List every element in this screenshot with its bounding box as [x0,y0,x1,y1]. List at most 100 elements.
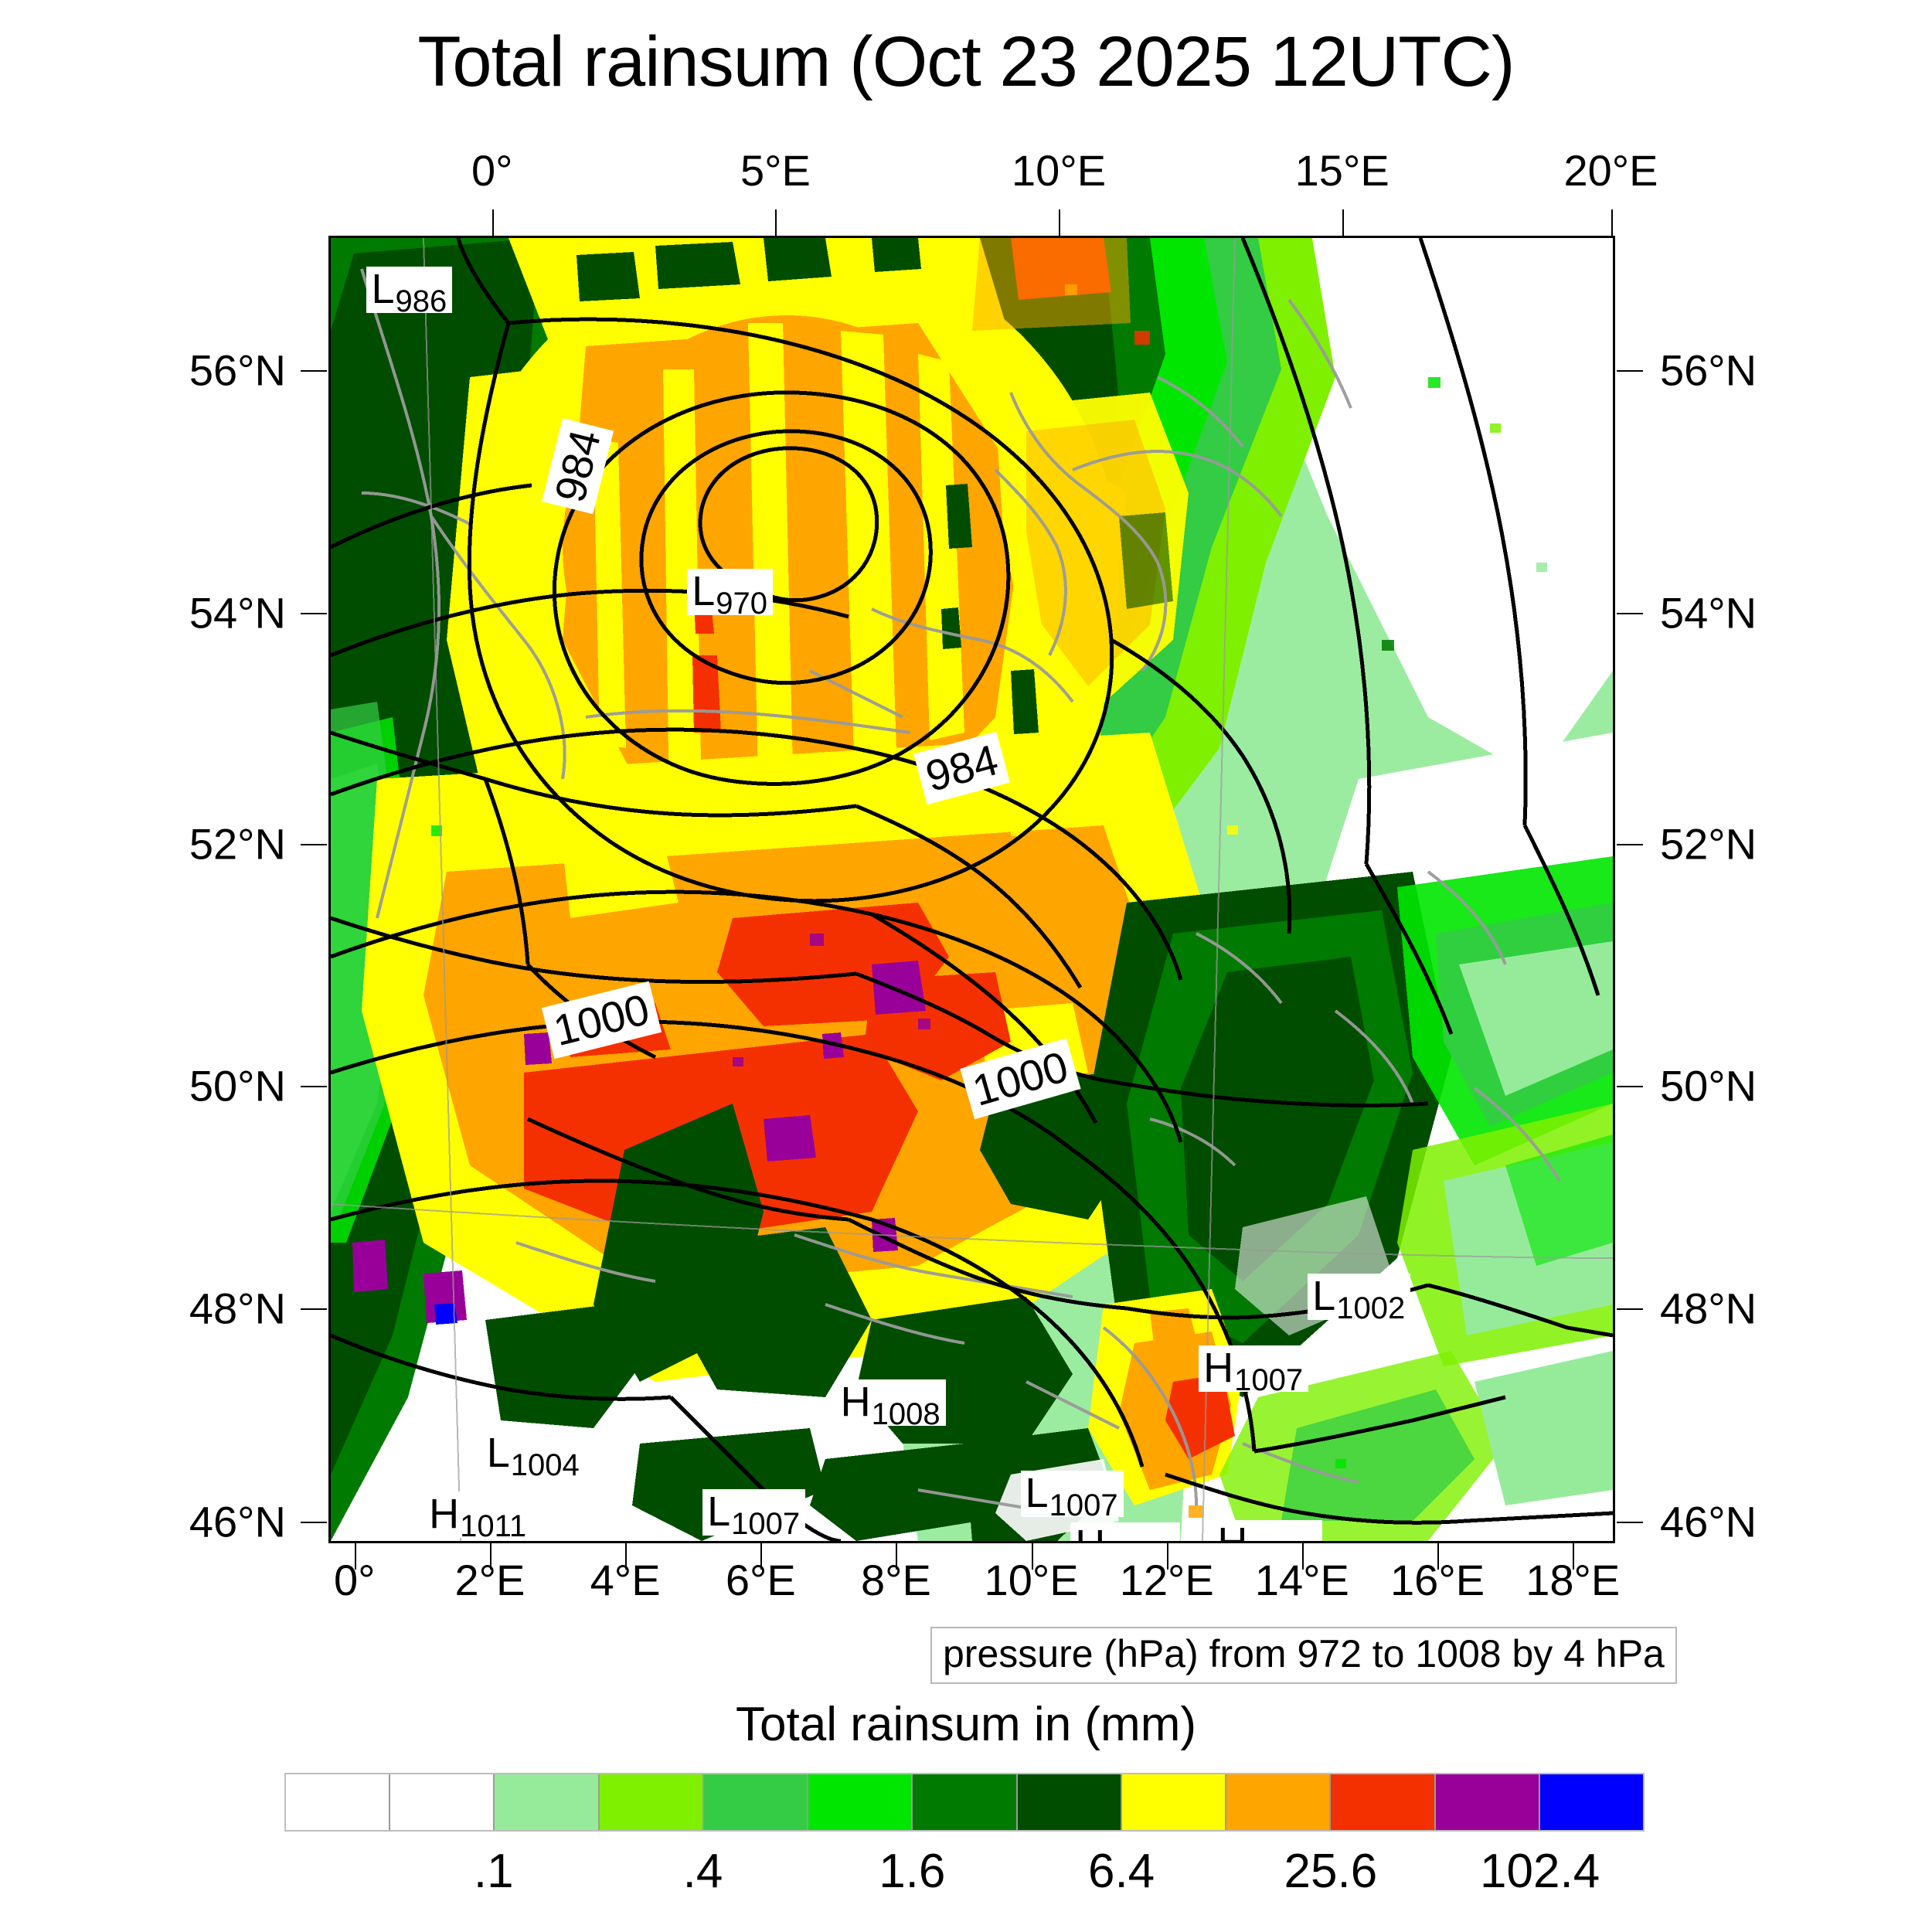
pressure-type-letter: H [1075,1522,1105,1541]
lon-tick-bottom-7 [1301,1543,1304,1570]
lat-tick-left-3 [301,1086,327,1088]
colorbar-tick-label-3: 6.4 [1087,1845,1155,1898]
lon-tick-bottom-8 [1437,1543,1440,1570]
colorbar-cell-3[interactable] [597,1774,702,1830]
lon-tick-bottom-3 [760,1543,763,1570]
colorbar-tick-label-5: 102.4 [1480,1845,1600,1898]
pressure-value: 1009 [1106,1540,1175,1541]
pressure-type-letter: H [840,1378,871,1425]
high-pressure-label-1007-3: H1007 [1199,1345,1309,1396]
lat-tick-label-right-5: 46°N [1660,1497,1757,1546]
lon-tick-label-top-3: 15°E [1294,146,1389,195]
lon-tick-bottom-0 [354,1543,356,1570]
lat-tick-right-3 [1617,1086,1643,1088]
lat-tick-left-4 [301,1308,327,1310]
pressure-value: 1007 [731,1506,801,1541]
lat-tick-right-5 [1617,1522,1643,1524]
lon-tick-bottom-9 [1573,1543,1575,1570]
colorbar-cell-11[interactable] [1434,1774,1539,1830]
lon-tick-bottom-2 [625,1543,628,1570]
lon-tick-top-2 [1059,209,1061,236]
colorbar-cell-10[interactable] [1329,1774,1434,1830]
pressure-value: 1002 [1336,1291,1406,1326]
precipitation-raster [331,238,1613,1541]
pressure-value: 970 [716,587,767,621]
colorbar-cell-0[interactable] [286,1774,389,1830]
lat-tick-label-left-2: 52°N [189,819,286,869]
lat-tick-label-right-0: 56°N [1660,345,1757,395]
lat-tick-label-left-3: 50°N [189,1061,286,1111]
pressure-value: 1009 [1248,1538,1317,1541]
low-pressure-label-1007-6: L1007 [702,1488,806,1539]
lat-tick-label-right-1: 54°N [1660,588,1757,638]
low-pressure-label-1007-7: L1007 [1020,1469,1124,1521]
lat-tick-label-right-3: 50°N [1660,1061,1757,1111]
colorbar-tick-label-0: .1 [473,1845,514,1898]
map-plot-area[interactable]: L986 L970 L1002 H1007 L1004 H1008 L1007 L1007 H1… [328,236,1615,1543]
lat-tick-label-left-1: 54°N [189,588,286,638]
high-pressure-label-1008-5: H1008 [835,1378,946,1430]
pressure-value: 1007 [1234,1363,1304,1398]
pressure-type-letter: H [429,1490,460,1537]
colorbar-tick-label-1: .4 [682,1845,723,1898]
low-pressure-label-986-0: L986 [366,267,453,317]
pressure-value: 986 [395,284,447,319]
low-pressure-label-970-1: L970 [687,568,773,619]
colorbar-title: Total rainsum in (mm) [736,1698,1196,1751]
pressure-value: 1008 [871,1396,940,1431]
pressure-value: 1011 [460,1509,527,1543]
colorbar-cell-5[interactable] [807,1774,912,1830]
lat-tick-left-5 [301,1522,327,1524]
colorbar-cell-2[interactable] [493,1774,598,1830]
lat-tick-label-right-4: 48°N [1660,1284,1757,1333]
lat-tick-right-1 [1617,613,1643,615]
low-pressure-label-1004-4: L1004 [481,1429,585,1481]
lon-tick-top-1 [775,209,777,236]
page-title: Total rainsum (Oct 23 2025 12UTC) [417,22,1515,101]
lon-tick-label-top-1: 5°E [740,146,811,195]
lat-tick-right-4 [1617,1308,1643,1310]
colorbar-cell-12[interactable] [1538,1774,1644,1830]
pressure-type-letter: L [692,568,716,615]
lon-tick-label-top-0: 0° [471,146,513,195]
pressure-type-letter: L [486,1429,510,1476]
pressure-type-letter: L [1312,1273,1336,1320]
pressure-type-letter: H [1217,1519,1248,1543]
lat-tick-label-left-5: 46°N [189,1497,286,1546]
lon-tick-bottom-5 [1031,1543,1033,1570]
colorbar-cell-8[interactable] [1120,1774,1226,1830]
lat-tick-left-2 [301,843,327,845]
pressure-value: 1007 [1049,1488,1118,1522]
lat-tick-label-right-2: 52°N [1660,819,1757,869]
lat-tick-right-0 [1617,370,1643,372]
lon-tick-bottom-6 [1166,1543,1168,1570]
high-pressure-label-1009-10: H1009 [1213,1519,1323,1543]
lon-tick-bottom-1 [489,1543,492,1570]
colorbar-cell-9[interactable] [1225,1774,1330,1830]
low-pressure-label-1002-2: L1002 [1308,1273,1411,1324]
lat-tick-label-left-0: 56°N [189,345,286,395]
lat-tick-right-2 [1617,843,1643,845]
pressure-value: 1004 [510,1447,580,1482]
colorbar-cell-7[interactable] [1015,1774,1121,1830]
lon-tick-label-top-2: 10°E [1012,146,1107,195]
lat-tick-left-0 [301,370,327,372]
colorbar-tick-label-4: 25.6 [1284,1845,1378,1898]
pressure-type-letter: L [1025,1469,1049,1516]
lon-tick-label-top-4: 20°E [1563,146,1658,195]
colorbar-tick-label-2: 1.6 [879,1845,946,1898]
colorbar[interactable] [284,1773,1645,1832]
colorbar-cell-4[interactable] [702,1774,808,1830]
high-pressure-label-1009-9: H1009 [1070,1522,1181,1541]
pressure-contour-legend: pressure (hPa) from 972 to 1008 by 4 hPa [930,1627,1677,1684]
pressure-type-letter: L [707,1488,731,1535]
lat-tick-left-1 [301,613,327,615]
lon-tick-top-0 [492,209,494,236]
lon-tick-top-4 [1611,209,1613,236]
colorbar-cell-1[interactable] [389,1774,494,1830]
lon-tick-bottom-4 [896,1543,898,1570]
high-pressure-label-1011-8: H1011 [424,1490,532,1541]
colorbar-cell-6[interactable] [911,1774,1016,1830]
lat-tick-label-left-4: 48°N [189,1284,286,1333]
